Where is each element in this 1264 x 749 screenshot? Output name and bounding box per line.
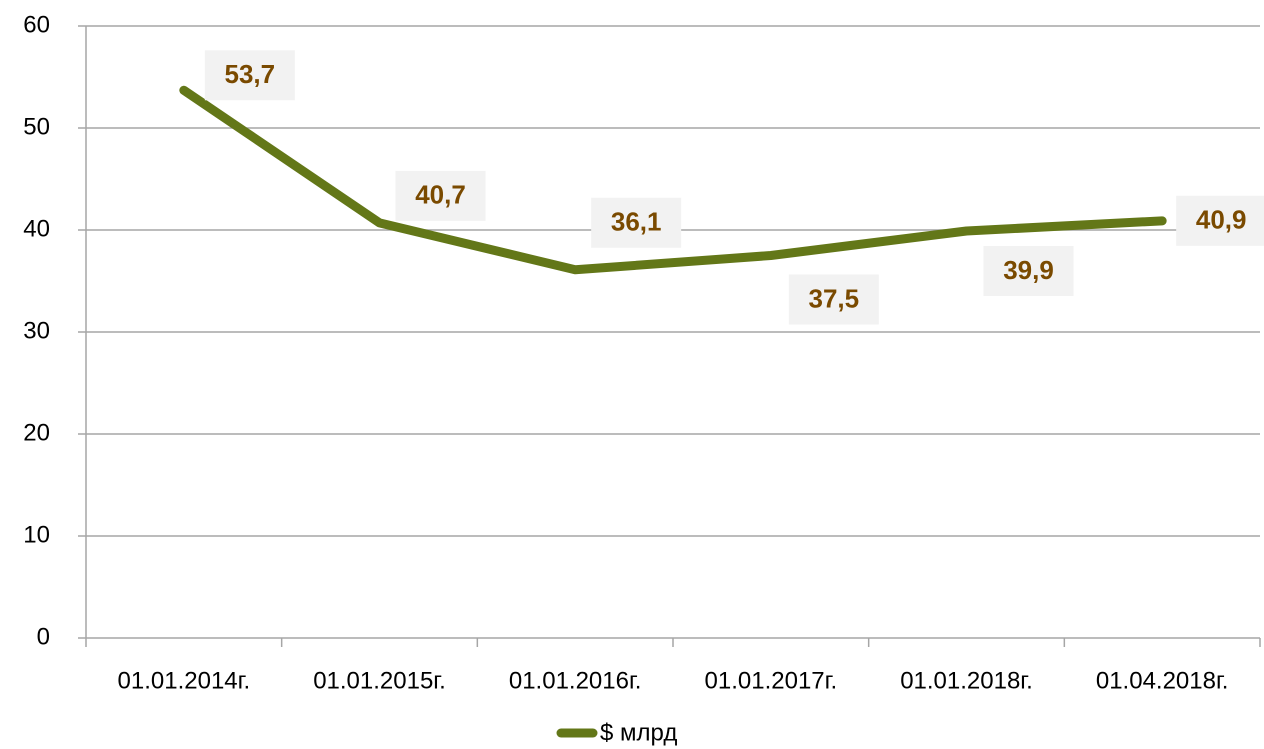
- x-tick-label: 01.01.2017г.: [705, 667, 838, 694]
- data-label-bg: [788, 274, 879, 325]
- data-label-bg: [983, 246, 1074, 297]
- x-tick-label: 01.01.2018г.: [900, 667, 1033, 694]
- data-label: 36,1: [611, 207, 662, 237]
- x-tick-label: 01.01.2015г.: [313, 667, 446, 694]
- y-tick-label: 60: [23, 11, 50, 38]
- data-label: 40,9: [1196, 205, 1247, 235]
- y-tick-label: 0: [37, 623, 50, 650]
- y-tick-label: 10: [23, 521, 50, 548]
- x-tick-label: 01.01.2014г.: [118, 667, 251, 694]
- data-label: 53,7: [225, 59, 276, 89]
- legend-label: $ млрд: [600, 719, 677, 746]
- data-label: 37,5: [809, 283, 860, 313]
- data-label-bg: [395, 170, 486, 221]
- y-tick-label: 30: [23, 317, 50, 344]
- data-label-bg: [1176, 195, 1264, 246]
- series-line: [179, 85, 1167, 275]
- data-label-bg: [204, 50, 295, 101]
- y-tick-label: 40: [23, 215, 50, 242]
- data-label: 39,9: [1003, 255, 1054, 285]
- y-tick-label: 50: [23, 113, 50, 140]
- data-label-bg: [591, 197, 682, 248]
- y-tick-label: 20: [23, 419, 50, 446]
- data-label: 40,7: [415, 180, 466, 210]
- x-tick-label: 01.01.2016г.: [509, 667, 642, 694]
- x-tick-label: 01.04.2018г.: [1096, 667, 1229, 694]
